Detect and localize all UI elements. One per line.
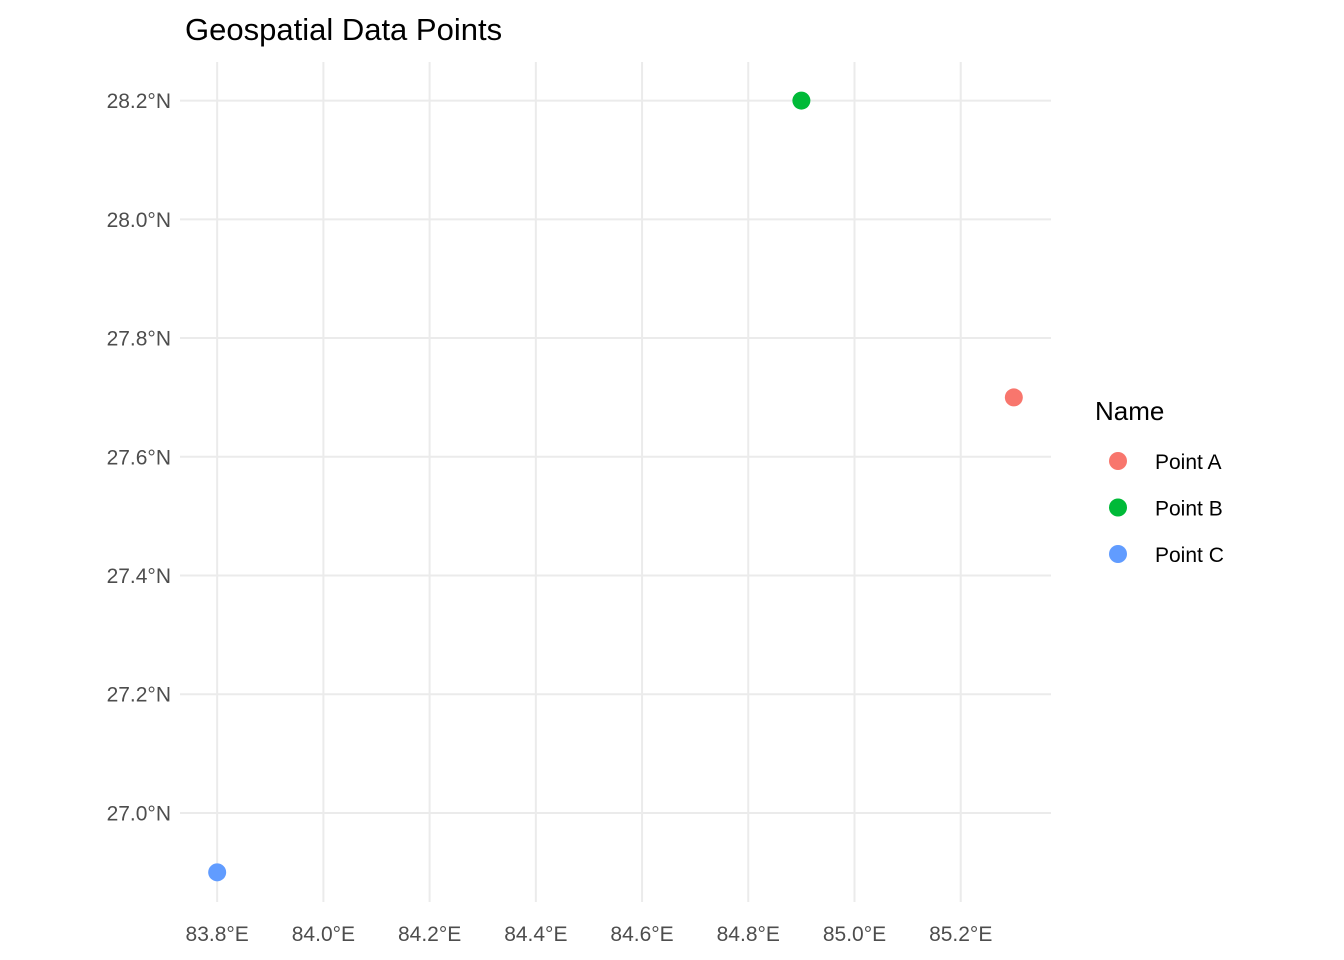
x-tick-label: 84.2°E <box>398 923 461 946</box>
legend-label: Point C <box>1155 544 1224 567</box>
x-tick-label: 83.8°E <box>186 923 249 946</box>
x-tick-label: 84.8°E <box>717 923 780 946</box>
y-tick-label: 27.0°N <box>107 802 171 825</box>
y-axis-ticks: 27.0°N 27.2°N 27.4°N 27.6°N 27.8°N 28.0°N 28.2… <box>107 90 171 825</box>
legend-title: Name <box>1095 396 1164 426</box>
grid-lines <box>180 62 1051 902</box>
data-point-point-b <box>792 91 811 110</box>
x-tick-label: 84.4°E <box>504 923 567 946</box>
y-tick-label: 27.4°N <box>107 565 171 588</box>
y-tick-label: 27.8°N <box>107 328 171 351</box>
y-tick-label: 27.6°N <box>107 446 171 469</box>
x-tick-label: 84.6°E <box>610 923 673 946</box>
x-tick-label: 85.0°E <box>823 923 886 946</box>
data-point-point-c <box>208 863 227 882</box>
legend-label: Point B <box>1155 498 1223 521</box>
legend-key-point-a <box>1109 452 1127 470</box>
legend-label: Point A <box>1155 451 1222 474</box>
legend-key-point-b <box>1109 498 1127 517</box>
y-tick-label: 28.0°N <box>107 209 171 232</box>
data-point-point-a <box>1004 388 1023 407</box>
x-axis-ticks: 83.8°E 84.0°E 84.2°E 84.4°E 84.6°E 84.8°E 85.0… <box>186 923 993 946</box>
y-tick-label: 28.2°N <box>107 90 171 113</box>
data-points <box>208 91 1023 882</box>
legend-key-point-c <box>1109 545 1127 563</box>
x-tick-label: 85.2°E <box>929 923 992 946</box>
chart-title: Geospatial Data Points <box>185 12 502 47</box>
y-tick-label: 27.2°N <box>107 684 171 707</box>
legend: Name Point A Point B Point C <box>1095 396 1224 567</box>
x-tick-label: 84.0°E <box>292 923 355 946</box>
